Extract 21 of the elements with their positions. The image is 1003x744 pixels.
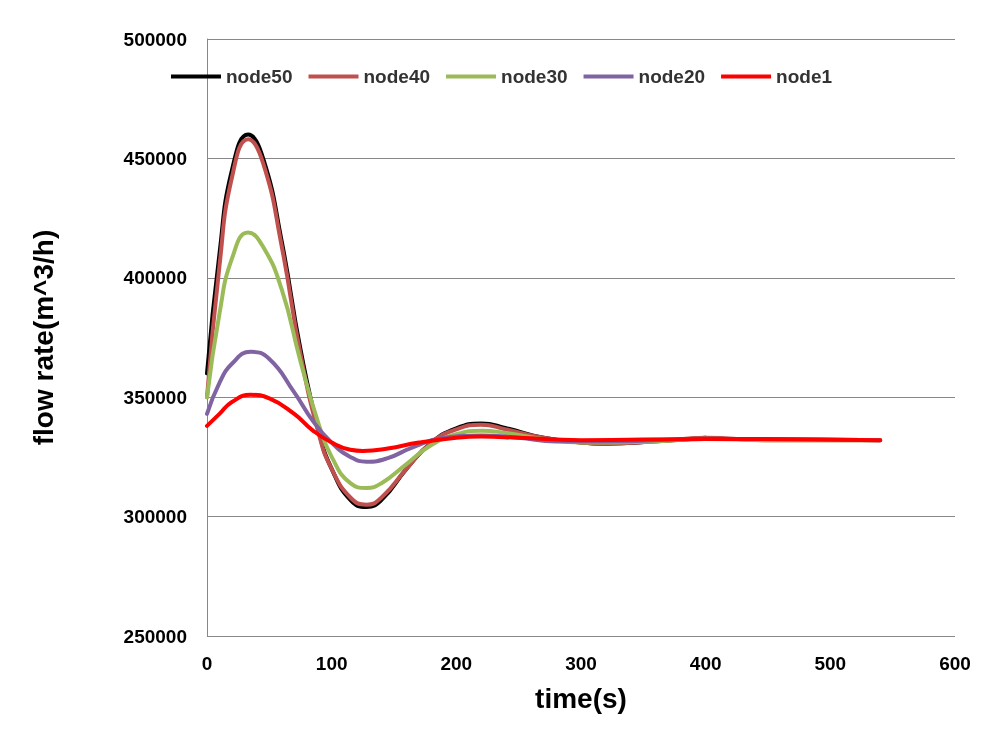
y-axis-title: flow rate(m^3/h): [27, 229, 59, 446]
x-tick-label: 100: [315, 653, 348, 674]
x-tick-label: 300: [565, 653, 597, 674]
legend-label: node20: [638, 66, 706, 87]
legend-label: node30: [501, 66, 568, 87]
y-tick-label: 350000: [123, 386, 187, 408]
x-axis-title: time(s): [535, 682, 627, 714]
legend-label: node50: [225, 66, 293, 87]
x-tick-label: 0: [201, 653, 213, 674]
legend-label: node40: [363, 66, 431, 87]
x-tick-label: 500: [814, 653, 847, 674]
x-tick-label: 400: [689, 653, 722, 674]
y-tick-label: 300000: [123, 506, 187, 528]
y-tick-label: 250000: [123, 625, 187, 647]
y-tick-label: 450000: [123, 147, 187, 169]
legend-label: node1: [776, 66, 833, 87]
y-tick-label: 400000: [123, 267, 187, 289]
line-series: [205, 392, 883, 453]
y-tick-label: 500000: [123, 28, 187, 50]
x-tick-label: 200: [440, 653, 473, 674]
x-tick-label: 600: [939, 653, 971, 674]
